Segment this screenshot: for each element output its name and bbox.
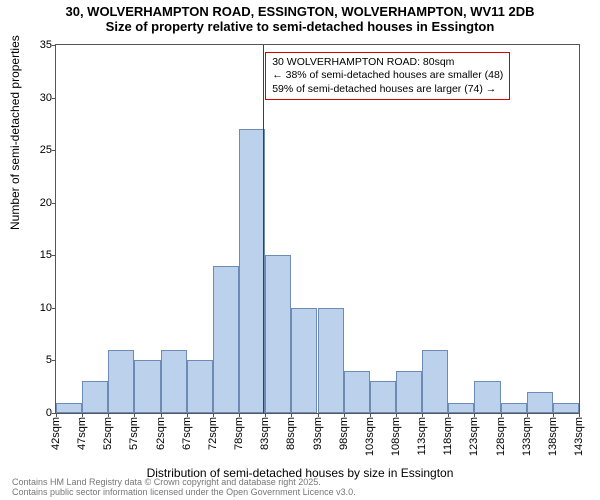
x-tick-mark	[318, 413, 319, 417]
chart-plot-area: 0510152025303542sqm47sqm52sqm57sqm62sqm6…	[55, 44, 580, 414]
y-tick-mark	[52, 255, 56, 256]
x-tick-mark	[239, 413, 240, 417]
annotation-line-2: ← 38% of semi-detached houses are smalle…	[272, 69, 503, 82]
x-tick-label: 47sqm	[76, 413, 88, 450]
x-tick-label: 118sqm	[442, 413, 454, 455]
x-tick-label: 143sqm	[573, 413, 585, 456]
y-tick-mark	[52, 45, 56, 46]
x-tick-label: 108sqm	[390, 413, 402, 456]
attribution-footer: Contains HM Land Registry data © Crown c…	[12, 478, 356, 498]
x-tick-mark	[396, 413, 397, 417]
y-tick-mark	[52, 360, 56, 361]
chart-container: 30, WOLVERHAMPTON ROAD, ESSINGTON, WOLVE…	[0, 0, 600, 500]
x-tick-mark	[553, 413, 554, 417]
title-line-1: 30, WOLVERHAMPTON ROAD, ESSINGTON, WOLVE…	[0, 4, 600, 19]
x-tick-label: 133sqm	[521, 413, 533, 456]
x-tick-label: 57sqm	[128, 413, 140, 450]
x-tick-mark	[370, 413, 371, 417]
x-tick-label: 88sqm	[285, 413, 297, 450]
x-tick-mark	[291, 413, 292, 417]
histogram-bar	[265, 255, 291, 413]
x-tick-label: 52sqm	[102, 413, 114, 450]
annotation-line-1: 30 WOLVERHAMPTON ROAD: 80sqm	[272, 56, 503, 69]
footer-line-2: Contains public sector information licen…	[12, 488, 356, 498]
histogram-bar	[56, 403, 82, 414]
x-tick-label: 72sqm	[207, 413, 219, 450]
x-tick-label: 98sqm	[338, 413, 350, 450]
histogram-bar	[370, 381, 396, 413]
x-tick-label: 62sqm	[155, 413, 167, 450]
x-tick-mark	[56, 413, 57, 417]
x-tick-mark	[501, 413, 502, 417]
y-tick-mark	[52, 98, 56, 99]
histogram-bar	[213, 266, 239, 413]
annotation-box: 30 WOLVERHAMPTON ROAD: 80sqm← 38% of sem…	[265, 52, 510, 99]
x-tick-label: 78sqm	[233, 413, 245, 450]
histogram-bar	[108, 350, 134, 413]
x-tick-mark	[213, 413, 214, 417]
x-tick-label: 103sqm	[364, 413, 376, 456]
histogram-bar	[291, 308, 317, 413]
x-tick-label: 42sqm	[50, 413, 62, 450]
histogram-bar	[396, 371, 422, 413]
histogram-bar	[239, 129, 265, 413]
title-line-2: Size of property relative to semi-detach…	[0, 19, 600, 34]
x-tick-label: 128sqm	[495, 413, 507, 456]
x-tick-label: 123sqm	[468, 413, 480, 456]
x-tick-label: 83sqm	[259, 413, 271, 450]
histogram-bar	[187, 360, 213, 413]
histogram-bar	[82, 381, 108, 413]
histogram-bar	[422, 350, 448, 413]
annotation-line-3: 59% of semi-detached houses are larger (…	[272, 83, 503, 96]
y-axis-label: Number of semi-detached properties	[8, 35, 22, 230]
reference-line	[263, 45, 264, 413]
x-tick-mark	[134, 413, 135, 417]
x-tick-mark	[344, 413, 345, 417]
x-tick-label: 93sqm	[312, 413, 324, 450]
x-tick-label: 138sqm	[547, 413, 559, 456]
x-tick-label: 113sqm	[416, 413, 428, 455]
x-tick-label: 67sqm	[181, 413, 193, 450]
histogram-bar	[553, 403, 579, 414]
title-block: 30, WOLVERHAMPTON ROAD, ESSINGTON, WOLVE…	[0, 0, 600, 34]
histogram-bar	[501, 403, 527, 414]
histogram-bar	[527, 392, 553, 413]
histogram-bar	[474, 381, 500, 413]
histogram-bar	[344, 371, 370, 413]
x-tick-mark	[422, 413, 423, 417]
y-tick-mark	[52, 150, 56, 151]
x-tick-mark	[161, 413, 162, 417]
y-tick-mark	[52, 203, 56, 204]
x-tick-mark	[474, 413, 475, 417]
histogram-bar	[318, 308, 344, 413]
x-tick-mark	[187, 413, 188, 417]
histogram-bar	[448, 403, 474, 414]
histogram-bar	[161, 350, 187, 413]
histogram-bar	[134, 360, 160, 413]
x-tick-mark	[265, 413, 266, 417]
x-tick-mark	[579, 413, 580, 417]
y-tick-mark	[52, 308, 56, 309]
x-tick-mark	[82, 413, 83, 417]
x-tick-mark	[527, 413, 528, 417]
x-tick-mark	[108, 413, 109, 417]
x-tick-mark	[448, 413, 449, 417]
